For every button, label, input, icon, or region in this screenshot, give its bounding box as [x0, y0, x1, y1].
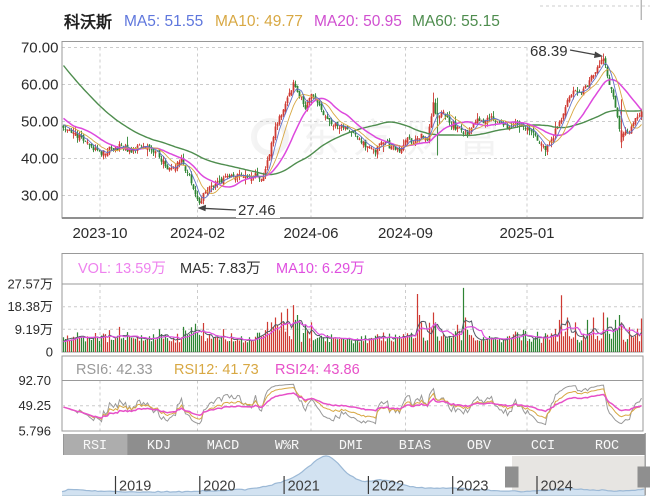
svg-text:VOL: 13.59万: VOL: 13.59万: [78, 261, 166, 277]
svg-text:RSI24: 43.86: RSI24: 43.86: [275, 362, 360, 378]
svg-text:27.57万: 27.57万: [7, 277, 53, 292]
svg-text:27.46: 27.46: [238, 202, 276, 219]
svg-text:2024-06: 2024-06: [283, 225, 338, 242]
svg-text:30.00: 30.00: [21, 188, 59, 205]
svg-text:MA20: 50.95: MA20: 50.95: [314, 13, 402, 30]
svg-text:68.39: 68.39: [530, 43, 568, 60]
svg-text:50.00: 50.00: [21, 114, 59, 131]
svg-text:MA10: 49.77: MA10: 49.77: [215, 13, 303, 30]
svg-text:2021: 2021: [288, 479, 320, 495]
svg-text:2020: 2020: [203, 479, 235, 495]
svg-text:科沃斯: 科沃斯: [64, 13, 112, 32]
svg-text:0: 0: [46, 345, 53, 360]
svg-text:MACD: MACD: [207, 439, 239, 454]
svg-text:18.38万: 18.38万: [7, 299, 53, 314]
svg-text:2024-09: 2024-09: [378, 225, 433, 242]
svg-text:RSI12: 41.73: RSI12: 41.73: [174, 362, 259, 378]
svg-text:RSI6: 42.33: RSI6: 42.33: [76, 362, 153, 378]
svg-text:40.00: 40.00: [21, 151, 59, 168]
svg-text:49.25: 49.25: [18, 398, 51, 413]
svg-text:2024-02: 2024-02: [170, 225, 225, 242]
svg-text:2024: 2024: [541, 479, 573, 495]
svg-text:70.00: 70.00: [21, 40, 59, 57]
svg-text:CCI: CCI: [531, 439, 555, 454]
svg-text:DMI: DMI: [339, 439, 363, 454]
svg-text:MA5: 51.55: MA5: 51.55: [124, 13, 203, 30]
svg-text:2023-10: 2023-10: [72, 225, 127, 242]
svg-text:BIAS: BIAS: [399, 439, 431, 454]
svg-text:ROC: ROC: [595, 439, 619, 454]
svg-text:MA5: 7.83万: MA5: 7.83万: [180, 261, 261, 277]
svg-text:2025-01: 2025-01: [499, 225, 554, 242]
svg-text:2023: 2023: [456, 479, 488, 495]
svg-text:MA10: 6.29万: MA10: 6.29万: [276, 261, 365, 277]
svg-text:MA60: 55.15: MA60: 55.15: [412, 13, 500, 30]
svg-text:5.796: 5.796: [18, 424, 51, 439]
svg-text:KDJ: KDJ: [147, 439, 171, 454]
svg-text:W%R: W%R: [275, 439, 299, 454]
svg-text:RSI: RSI: [83, 439, 107, 454]
svg-text:OBV: OBV: [467, 439, 492, 454]
svg-text:60.00: 60.00: [21, 77, 59, 94]
svg-text:2022: 2022: [372, 479, 404, 495]
svg-text:92.70: 92.70: [18, 373, 51, 388]
svg-text:2019: 2019: [119, 479, 151, 495]
svg-text:9.19万: 9.19万: [15, 322, 53, 337]
